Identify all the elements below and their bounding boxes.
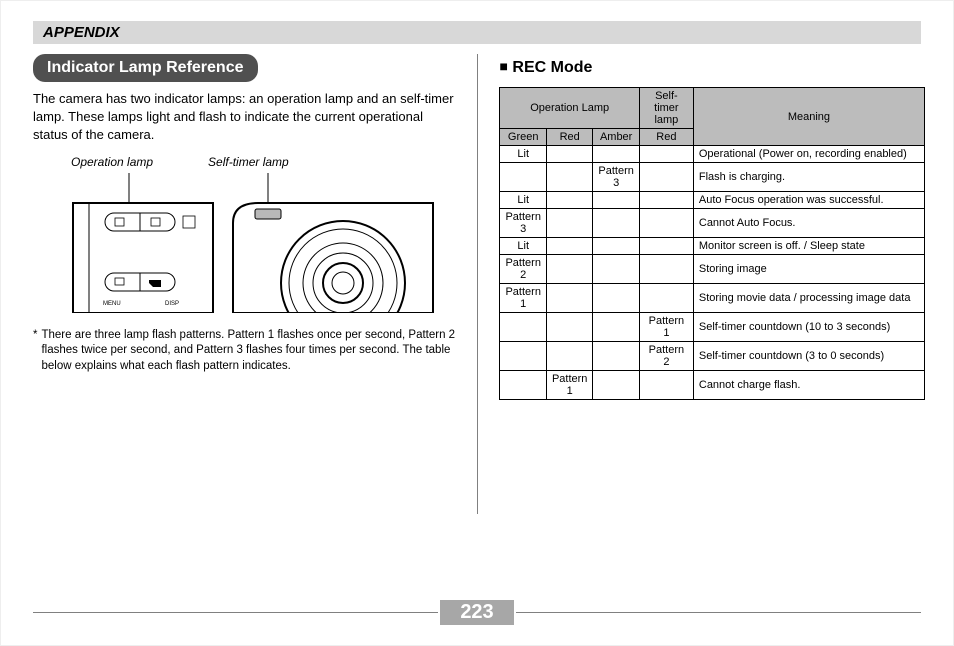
cell-meaning: Self-timer countdown (10 to 3 seconds) (693, 313, 924, 342)
section-title-pill: Indicator Lamp Reference (33, 54, 258, 82)
asterisk-icon: * (33, 328, 37, 375)
cell-lamp: Pattern 3 (593, 163, 639, 192)
cell-lamp (546, 342, 592, 371)
cell-lamp (639, 163, 693, 192)
table-row: Lit Auto Focus operation was successful. (500, 192, 925, 209)
cell-meaning: Storing movie data / processing image da… (693, 284, 924, 313)
cell-lamp: Lit (500, 146, 546, 163)
cell-lamp (593, 313, 639, 342)
cell-lamp (639, 371, 693, 400)
th-green: Green (500, 129, 546, 146)
footer-line-right (516, 612, 921, 613)
table-row: Pattern 1Self-timer countdown (10 to 3 s… (500, 313, 925, 342)
table-row: Lit Operational (Power on, recording enab… (500, 146, 925, 163)
page-number: 223 (440, 600, 513, 625)
cell-lamp (546, 313, 592, 342)
table-row: Lit Monitor screen is off. / Sleep state (500, 238, 925, 255)
cell-lamp (639, 284, 693, 313)
th-red: Red (546, 129, 592, 146)
cell-lamp (546, 255, 592, 284)
cell-lamp (593, 371, 639, 400)
rec-mode-heading: ■ REC Mode (499, 58, 921, 77)
square-bullet-icon: ■ (499, 58, 507, 74)
cell-meaning: Operational (Power on, recording enabled… (693, 146, 924, 163)
cell-lamp (500, 371, 546, 400)
column-divider (477, 54, 478, 514)
camera-diagram: MENU DISP (33, 173, 459, 318)
appendix-header: APPENDIX (33, 21, 921, 44)
table-row: Pattern 2 Storing image (500, 255, 925, 284)
cell-meaning: Self-timer countdown (3 to 0 seconds) (693, 342, 924, 371)
cell-lamp (639, 146, 693, 163)
table-row: Pattern 3 Flash is charging. (500, 163, 925, 192)
cell-lamp (546, 284, 592, 313)
th-operation-lamp: Operation Lamp (500, 88, 639, 129)
cell-lamp (593, 192, 639, 209)
cell-lamp (593, 255, 639, 284)
table-row: Pattern 2Self-timer countdown (3 to 0 se… (500, 342, 925, 371)
footnote: * There are three lamp flash patterns. P… (33, 328, 459, 375)
cell-lamp (639, 192, 693, 209)
cell-lamp: Lit (500, 238, 546, 255)
table-header-row-1: Operation Lamp Self-timer lamp Meaning (500, 88, 925, 129)
cell-lamp (593, 342, 639, 371)
th-st-red: Red (639, 129, 693, 146)
th-self-timer: Self-timer lamp (639, 88, 693, 129)
cell-lamp (593, 209, 639, 238)
cell-lamp (546, 192, 592, 209)
cell-lamp (593, 284, 639, 313)
rec-mode-text: REC Mode (512, 59, 592, 76)
cell-lamp (546, 163, 592, 192)
left-column: Indicator Lamp Reference The camera has … (33, 54, 459, 514)
cell-lamp (500, 163, 546, 192)
svg-text:DISP: DISP (165, 301, 179, 307)
cell-meaning: Auto Focus operation was successful. (693, 192, 924, 209)
cell-lamp: Pattern 1 (546, 371, 592, 400)
cell-meaning: Storing image (693, 255, 924, 284)
cell-meaning: Monitor screen is off. / Sleep state (693, 238, 924, 255)
cell-lamp (639, 255, 693, 284)
cell-lamp: Pattern 2 (500, 255, 546, 284)
cell-lamp (500, 313, 546, 342)
table-row: Pattern 3 Cannot Auto Focus. (500, 209, 925, 238)
page-footer: 223 (33, 600, 921, 625)
cell-lamp: Pattern 2 (639, 342, 693, 371)
cell-meaning: Cannot charge flash. (693, 371, 924, 400)
cell-lamp (593, 146, 639, 163)
cell-lamp: Pattern 1 (500, 284, 546, 313)
cell-meaning: Cannot Auto Focus. (693, 209, 924, 238)
footnote-text: There are three lamp flash patterns. Pat… (41, 328, 458, 375)
cell-lamp (500, 342, 546, 371)
operation-lamp-label: Operation lamp (71, 155, 153, 169)
cell-lamp (546, 146, 592, 163)
th-amber: Amber (593, 129, 639, 146)
table-row: Pattern 1 Cannot charge flash. (500, 371, 925, 400)
self-timer-lamp-label: Self-timer lamp (208, 155, 289, 169)
table-row: Pattern 1 Storing movie data / processing… (500, 284, 925, 313)
cell-lamp (546, 238, 592, 255)
intro-text: The camera has two indicator lamps: an o… (33, 90, 459, 145)
cell-lamp (546, 209, 592, 238)
cell-meaning: Flash is charging. (693, 163, 924, 192)
svg-text:MENU: MENU (103, 301, 121, 307)
cell-lamp (639, 238, 693, 255)
th-meaning: Meaning (693, 88, 924, 146)
cell-lamp: Pattern 3 (500, 209, 546, 238)
lamp-table: Operation Lamp Self-timer lamp Meaning G… (499, 87, 925, 400)
cell-lamp: Pattern 1 (639, 313, 693, 342)
cell-lamp (593, 238, 639, 255)
footer-line-left (33, 612, 438, 613)
right-column: ■ REC Mode Operation Lamp Self-timer lam… (495, 54, 921, 514)
cell-lamp: Lit (500, 192, 546, 209)
cell-lamp (639, 209, 693, 238)
